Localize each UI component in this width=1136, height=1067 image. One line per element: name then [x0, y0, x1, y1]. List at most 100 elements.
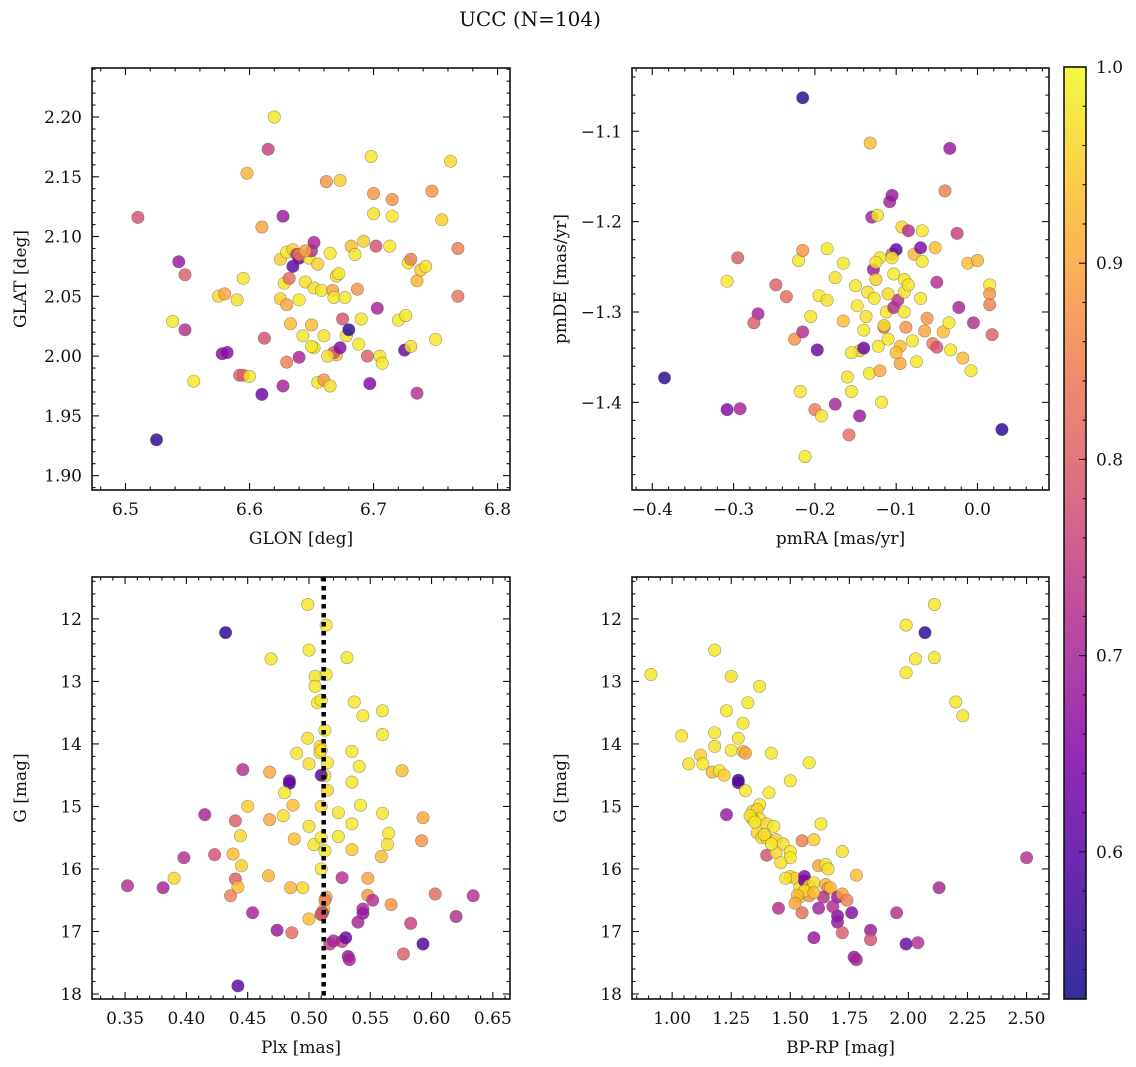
scatter-point: [302, 912, 316, 926]
x-tick-label: −0.3: [713, 500, 754, 520]
x-axis-label: Plx [mas]: [261, 1038, 341, 1058]
scatter-point: [708, 643, 722, 657]
scatter-point: [950, 226, 964, 240]
scatter-point: [788, 896, 802, 910]
scatter-point: [302, 757, 316, 771]
scatter-point: [257, 331, 271, 345]
scatter-point: [779, 290, 793, 304]
scatter-point: [696, 757, 710, 771]
scatter-point: [231, 979, 245, 993]
scatter-point: [764, 837, 778, 851]
scatter-point: [419, 259, 433, 273]
scatter-point: [909, 355, 923, 369]
scatter-point: [178, 323, 192, 337]
scatter-point: [848, 279, 862, 293]
scatter-point: [736, 716, 750, 730]
scatter-point: [236, 271, 250, 285]
scatter-point: [121, 879, 135, 893]
y-axis-label: pmDE [mas/yr]: [551, 214, 571, 344]
scatter-point: [830, 915, 844, 929]
scatter-point: [384, 898, 398, 912]
scatter-point: [914, 291, 928, 305]
scatter-point: [241, 799, 255, 813]
scatter-point: [814, 409, 828, 423]
x-tick-label: 0.40: [167, 1009, 205, 1029]
axes-frame: [91, 576, 511, 1000]
scatter-point: [956, 351, 970, 365]
scatter-point: [899, 618, 913, 632]
scatter-point: [836, 256, 850, 270]
scatter-point: [177, 851, 191, 865]
scatter-point: [375, 356, 389, 370]
colorbar-tick-label: 0.6: [1096, 843, 1123, 863]
scatter-point: [360, 349, 374, 363]
scatter-point: [870, 208, 884, 222]
scatter-point: [167, 871, 181, 885]
scatter-point: [150, 433, 164, 447]
colorbar-tick-label: 0.7: [1096, 647, 1123, 667]
scatter-point: [282, 271, 296, 285]
scatter-point: [226, 847, 240, 861]
scatter-point: [899, 320, 913, 334]
scatter-point: [404, 339, 418, 353]
scatter-point: [333, 341, 347, 355]
scatter-point: [753, 679, 767, 693]
scatter-point: [429, 332, 443, 346]
scatter-point: [290, 746, 304, 760]
scatter-point: [943, 141, 957, 155]
scatter-point: [804, 309, 818, 323]
scatter-point: [331, 806, 345, 820]
scatter-point: [719, 704, 733, 718]
colorbar-tick-label: 0.9: [1096, 254, 1123, 274]
scatter-point: [810, 343, 824, 357]
scatter-point: [738, 746, 752, 760]
scatter-point: [292, 350, 306, 364]
scatter-point: [399, 308, 413, 322]
scatter-point: [267, 110, 281, 124]
scatter-point: [285, 926, 299, 940]
y-tick-label: 14: [600, 735, 622, 755]
colorbar: 0.6 0.7 0.8 0.9 1.0: [1063, 58, 1123, 1000]
scatter-point: [327, 290, 341, 304]
scatter-point: [333, 173, 347, 187]
scatter-point: [396, 947, 410, 961]
scatter-point: [874, 395, 888, 409]
scatter-point: [807, 833, 821, 847]
scatter-point: [720, 274, 734, 288]
y-tick-label: 12: [60, 610, 82, 630]
scatter-point: [304, 318, 318, 332]
axes-frame: [91, 67, 511, 491]
axes-frame: [631, 67, 1050, 491]
scatter-point: [836, 314, 850, 328]
scatter-point: [218, 287, 232, 301]
scatter-point: [340, 651, 354, 665]
scatter-point: [156, 881, 170, 895]
scatter-point: [351, 915, 365, 929]
scatter-point: [233, 829, 247, 843]
scatter-point: [451, 242, 465, 256]
scatter-point: [828, 397, 842, 411]
y-tick-label: 16: [60, 860, 82, 880]
scatter-point: [915, 254, 929, 268]
scatter-point: [323, 379, 337, 393]
scatter-point: [416, 937, 430, 951]
y-tick-label: 14: [60, 735, 82, 755]
scatter-point: [375, 704, 389, 718]
colorbar-frame: [1063, 66, 1087, 1000]
scatter-point: [748, 815, 762, 829]
x-tick-label: −0.2: [794, 500, 835, 520]
scatter-point: [850, 299, 864, 313]
scatter-point: [282, 774, 296, 788]
scatter-point: [369, 239, 383, 253]
scatter-point: [382, 826, 396, 840]
scatter-point: [292, 293, 306, 307]
scatter-point: [807, 886, 821, 900]
scatter-point: [338, 290, 352, 304]
scatter-point: [240, 166, 254, 180]
y-tick-label: −1.3: [581, 303, 622, 323]
scatter-point: [820, 242, 834, 256]
scatter-point: [918, 626, 932, 640]
scatter-point: [798, 450, 812, 464]
scatter-point: [263, 765, 277, 779]
scatter-point: [270, 923, 284, 937]
